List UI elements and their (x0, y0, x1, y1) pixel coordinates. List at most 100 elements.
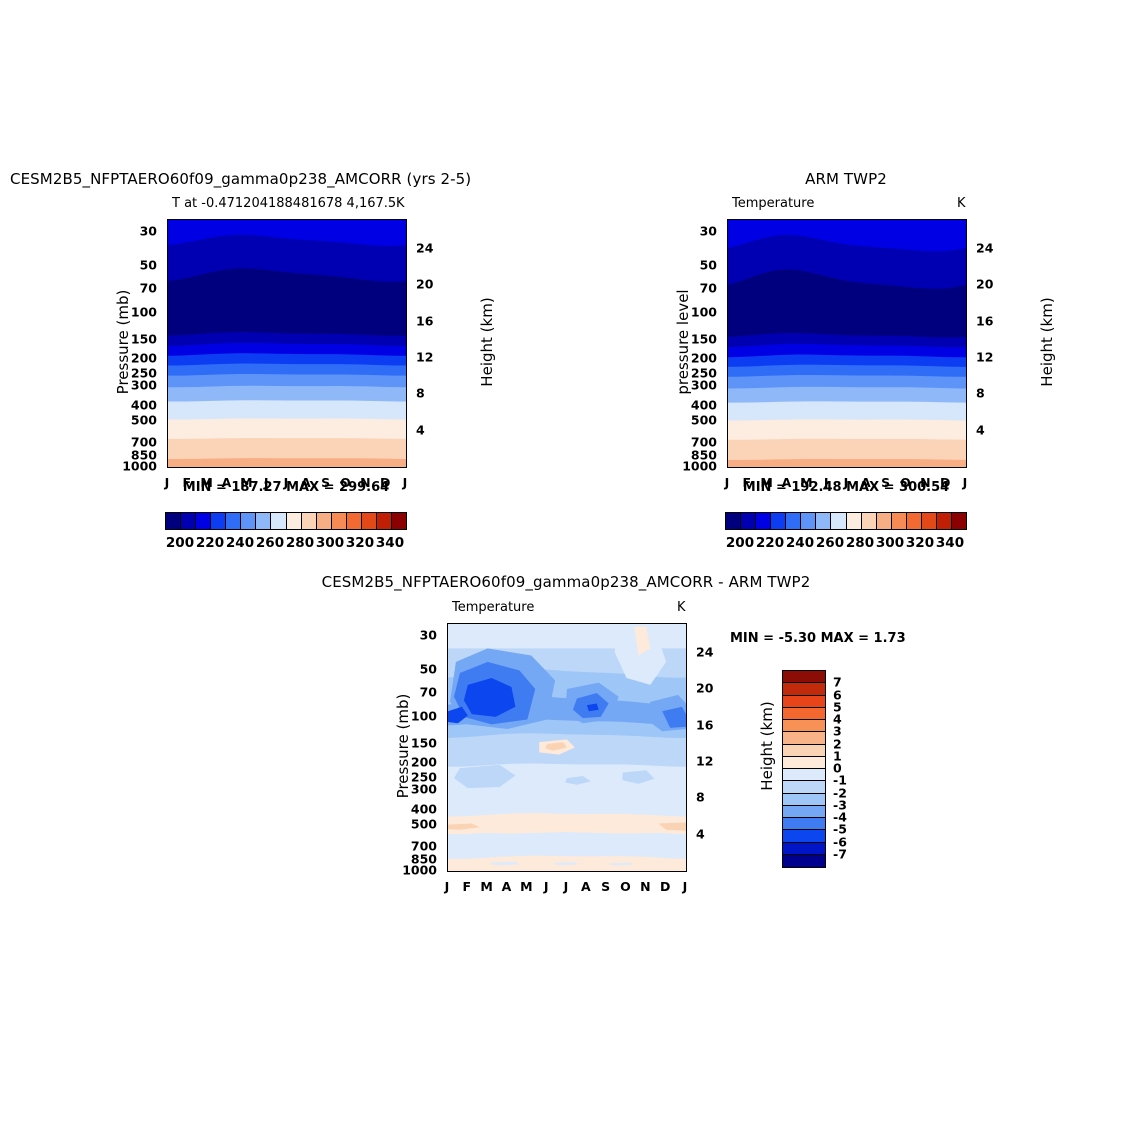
month-label: F (742, 475, 752, 490)
contour-blob (658, 822, 686, 831)
contour-field (728, 220, 966, 467)
colorbar-cell (211, 513, 227, 529)
obs-subtitle-left: Temperature (732, 196, 815, 211)
tick-left (167, 266, 168, 268)
tick-left (447, 743, 448, 745)
model-minmax: MIN = 187.27 MAX = 299.64 (182, 480, 390, 495)
month-label: A (501, 879, 512, 894)
colorbar-cell (771, 513, 787, 529)
tick-left (727, 420, 728, 422)
tick-bottom (767, 467, 769, 468)
month-label: J (164, 475, 170, 490)
month-label: A (580, 879, 591, 894)
colorbar-cell (783, 683, 825, 696)
colorbar-label: 300 (875, 535, 905, 551)
tick-top (167, 219, 169, 220)
contour-blob (565, 776, 591, 785)
pressure-label: 1000 (122, 458, 157, 474)
tick-top (286, 219, 288, 220)
obs-title: ARM TWP2 (805, 170, 887, 188)
tick-top (306, 219, 308, 220)
tick-top (926, 219, 928, 220)
pressure-label: 1000 (682, 458, 717, 474)
tick-top (487, 623, 489, 624)
contour-blob (448, 860, 686, 871)
colorbar-cell (783, 830, 825, 843)
tick-bottom (346, 467, 348, 468)
tick-top (965, 219, 967, 220)
tick-right (966, 285, 967, 287)
colorbar-cell (783, 707, 825, 720)
pressure-label: 300 (410, 781, 437, 797)
tick-left (167, 231, 168, 233)
height-label: 8 (416, 385, 425, 401)
obs-contour-plot (727, 219, 967, 468)
colorbar-cell (783, 744, 825, 757)
colorbar-cell (783, 756, 825, 769)
colorbar-cell (846, 513, 862, 529)
colorbar-label: 3 (833, 723, 842, 739)
contour-blob (662, 706, 686, 728)
tick-right (686, 834, 687, 836)
tick-top (527, 623, 529, 624)
pressure-label: 300 (130, 377, 157, 393)
tick-bottom (227, 467, 229, 468)
colorbar-cell (891, 513, 907, 529)
colorbar-cell (376, 513, 392, 529)
tick-left (727, 386, 728, 388)
month-label: J (563, 879, 569, 894)
diff-ylabel-right: Height (km) (758, 700, 776, 791)
pressure-label: 70 (419, 684, 437, 700)
colorbar-cell (783, 854, 825, 867)
tick-right (406, 248, 407, 250)
colorbar-label: 5 (833, 699, 842, 715)
colorbar-cell (783, 732, 825, 745)
month-label: M (520, 879, 533, 894)
month-label: N (360, 475, 371, 490)
pressure-label: 100 (410, 708, 437, 724)
pressure-label: 850 (690, 447, 717, 463)
tick-left (167, 386, 168, 388)
pressure-label: 100 (690, 304, 717, 320)
tick-bottom (247, 467, 249, 468)
model-ylabel-right: Height (km) (478, 296, 496, 387)
tick-bottom (866, 467, 868, 468)
colorbar-label: 220 (755, 535, 785, 551)
height-label: 24 (976, 240, 994, 256)
month-label: D (379, 475, 391, 490)
tick-top (787, 219, 789, 220)
tick-top (767, 219, 769, 220)
tick-right (406, 430, 407, 432)
tick-left (167, 312, 168, 314)
pressure-label: 150 (690, 331, 717, 347)
colorbar-cell (316, 513, 332, 529)
colorbar-cell (756, 513, 772, 529)
tick-right (406, 394, 407, 396)
tick-left (727, 442, 728, 444)
contour-blob (586, 703, 599, 712)
colorbar-cell (301, 513, 317, 529)
month-label: A (860, 475, 871, 490)
pressure-label: 100 (130, 304, 157, 320)
height-label: 4 (976, 422, 985, 438)
colorbar-cell (391, 513, 406, 529)
colorbar-cell (783, 671, 825, 684)
month-label: A (221, 475, 232, 490)
tick-top (886, 219, 888, 220)
colorbar-label: -1 (833, 772, 847, 788)
tick-left (447, 777, 448, 779)
tick-top (447, 623, 449, 624)
tick-bottom (566, 871, 568, 872)
colorbar-label: -2 (833, 785, 847, 800)
colorbar-label: 200 (725, 535, 755, 551)
tick-top (606, 623, 608, 624)
month-label: S (321, 475, 331, 490)
month-label: A (300, 475, 311, 490)
height-label: 8 (976, 385, 985, 401)
tick-top (546, 623, 548, 624)
colorbar-label: 340 (375, 535, 405, 551)
colorbar-label: 320 (905, 535, 935, 551)
tick-left (447, 809, 448, 811)
pressure-label: 400 (690, 397, 717, 413)
height-label: 4 (696, 826, 705, 842)
